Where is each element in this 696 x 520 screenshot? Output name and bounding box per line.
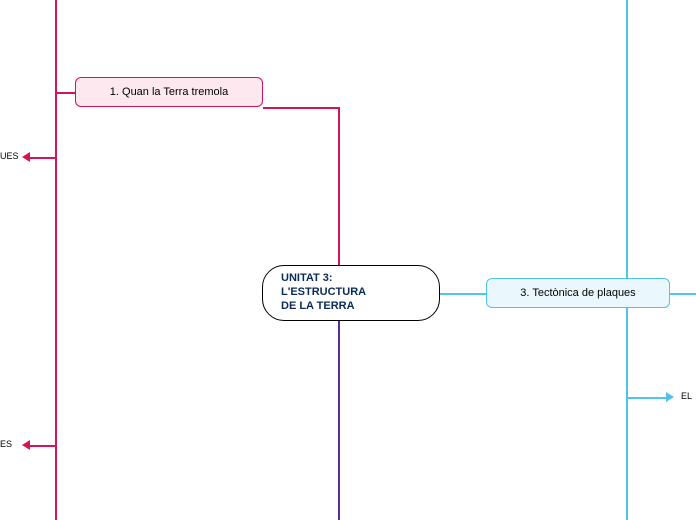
node-topic-1-label: 1. Quan la Terra tremola: [110, 86, 228, 98]
line-red-to-node: [55, 92, 75, 94]
edge-label-1: UES: [0, 151, 19, 161]
node-topic-3-label: 3. Tectònica de plaques: [520, 287, 635, 299]
line-cyan-vertical-right: [626, 0, 628, 520]
arrow-left-2: [22, 440, 30, 450]
line-cyan-left: [440, 293, 486, 295]
node-central-label: UNITAT 3:L'ESTRUCTURADE LA TERRA: [281, 272, 366, 313]
mindmap-canvas: UES ES EL 1. Quan la Terra tremola 3. Te…: [0, 0, 696, 520]
line-purple-down: [338, 321, 340, 520]
edge-label-3: EL: [681, 391, 692, 401]
line-red-arrow2: [30, 445, 55, 447]
line-cyan-arrow3: [626, 397, 666, 399]
node-central[interactable]: UNITAT 3:L'ESTRUCTURADE LA TERRA: [262, 265, 440, 321]
line-red-from-node-horizontal: [263, 107, 340, 109]
edge-label-2: ES: [0, 439, 12, 449]
node-topic-1[interactable]: 1. Quan la Terra tremola: [75, 77, 263, 107]
node-topic-3[interactable]: 3. Tectònica de plaques: [486, 278, 670, 308]
arrow-left-1: [22, 152, 30, 162]
line-red-arrow1: [30, 157, 55, 159]
line-cyan-right: [670, 293, 696, 295]
line-red-left-vertical: [55, 0, 57, 520]
line-red-from-node-vertical: [338, 107, 340, 265]
arrow-right-3: [666, 392, 674, 402]
